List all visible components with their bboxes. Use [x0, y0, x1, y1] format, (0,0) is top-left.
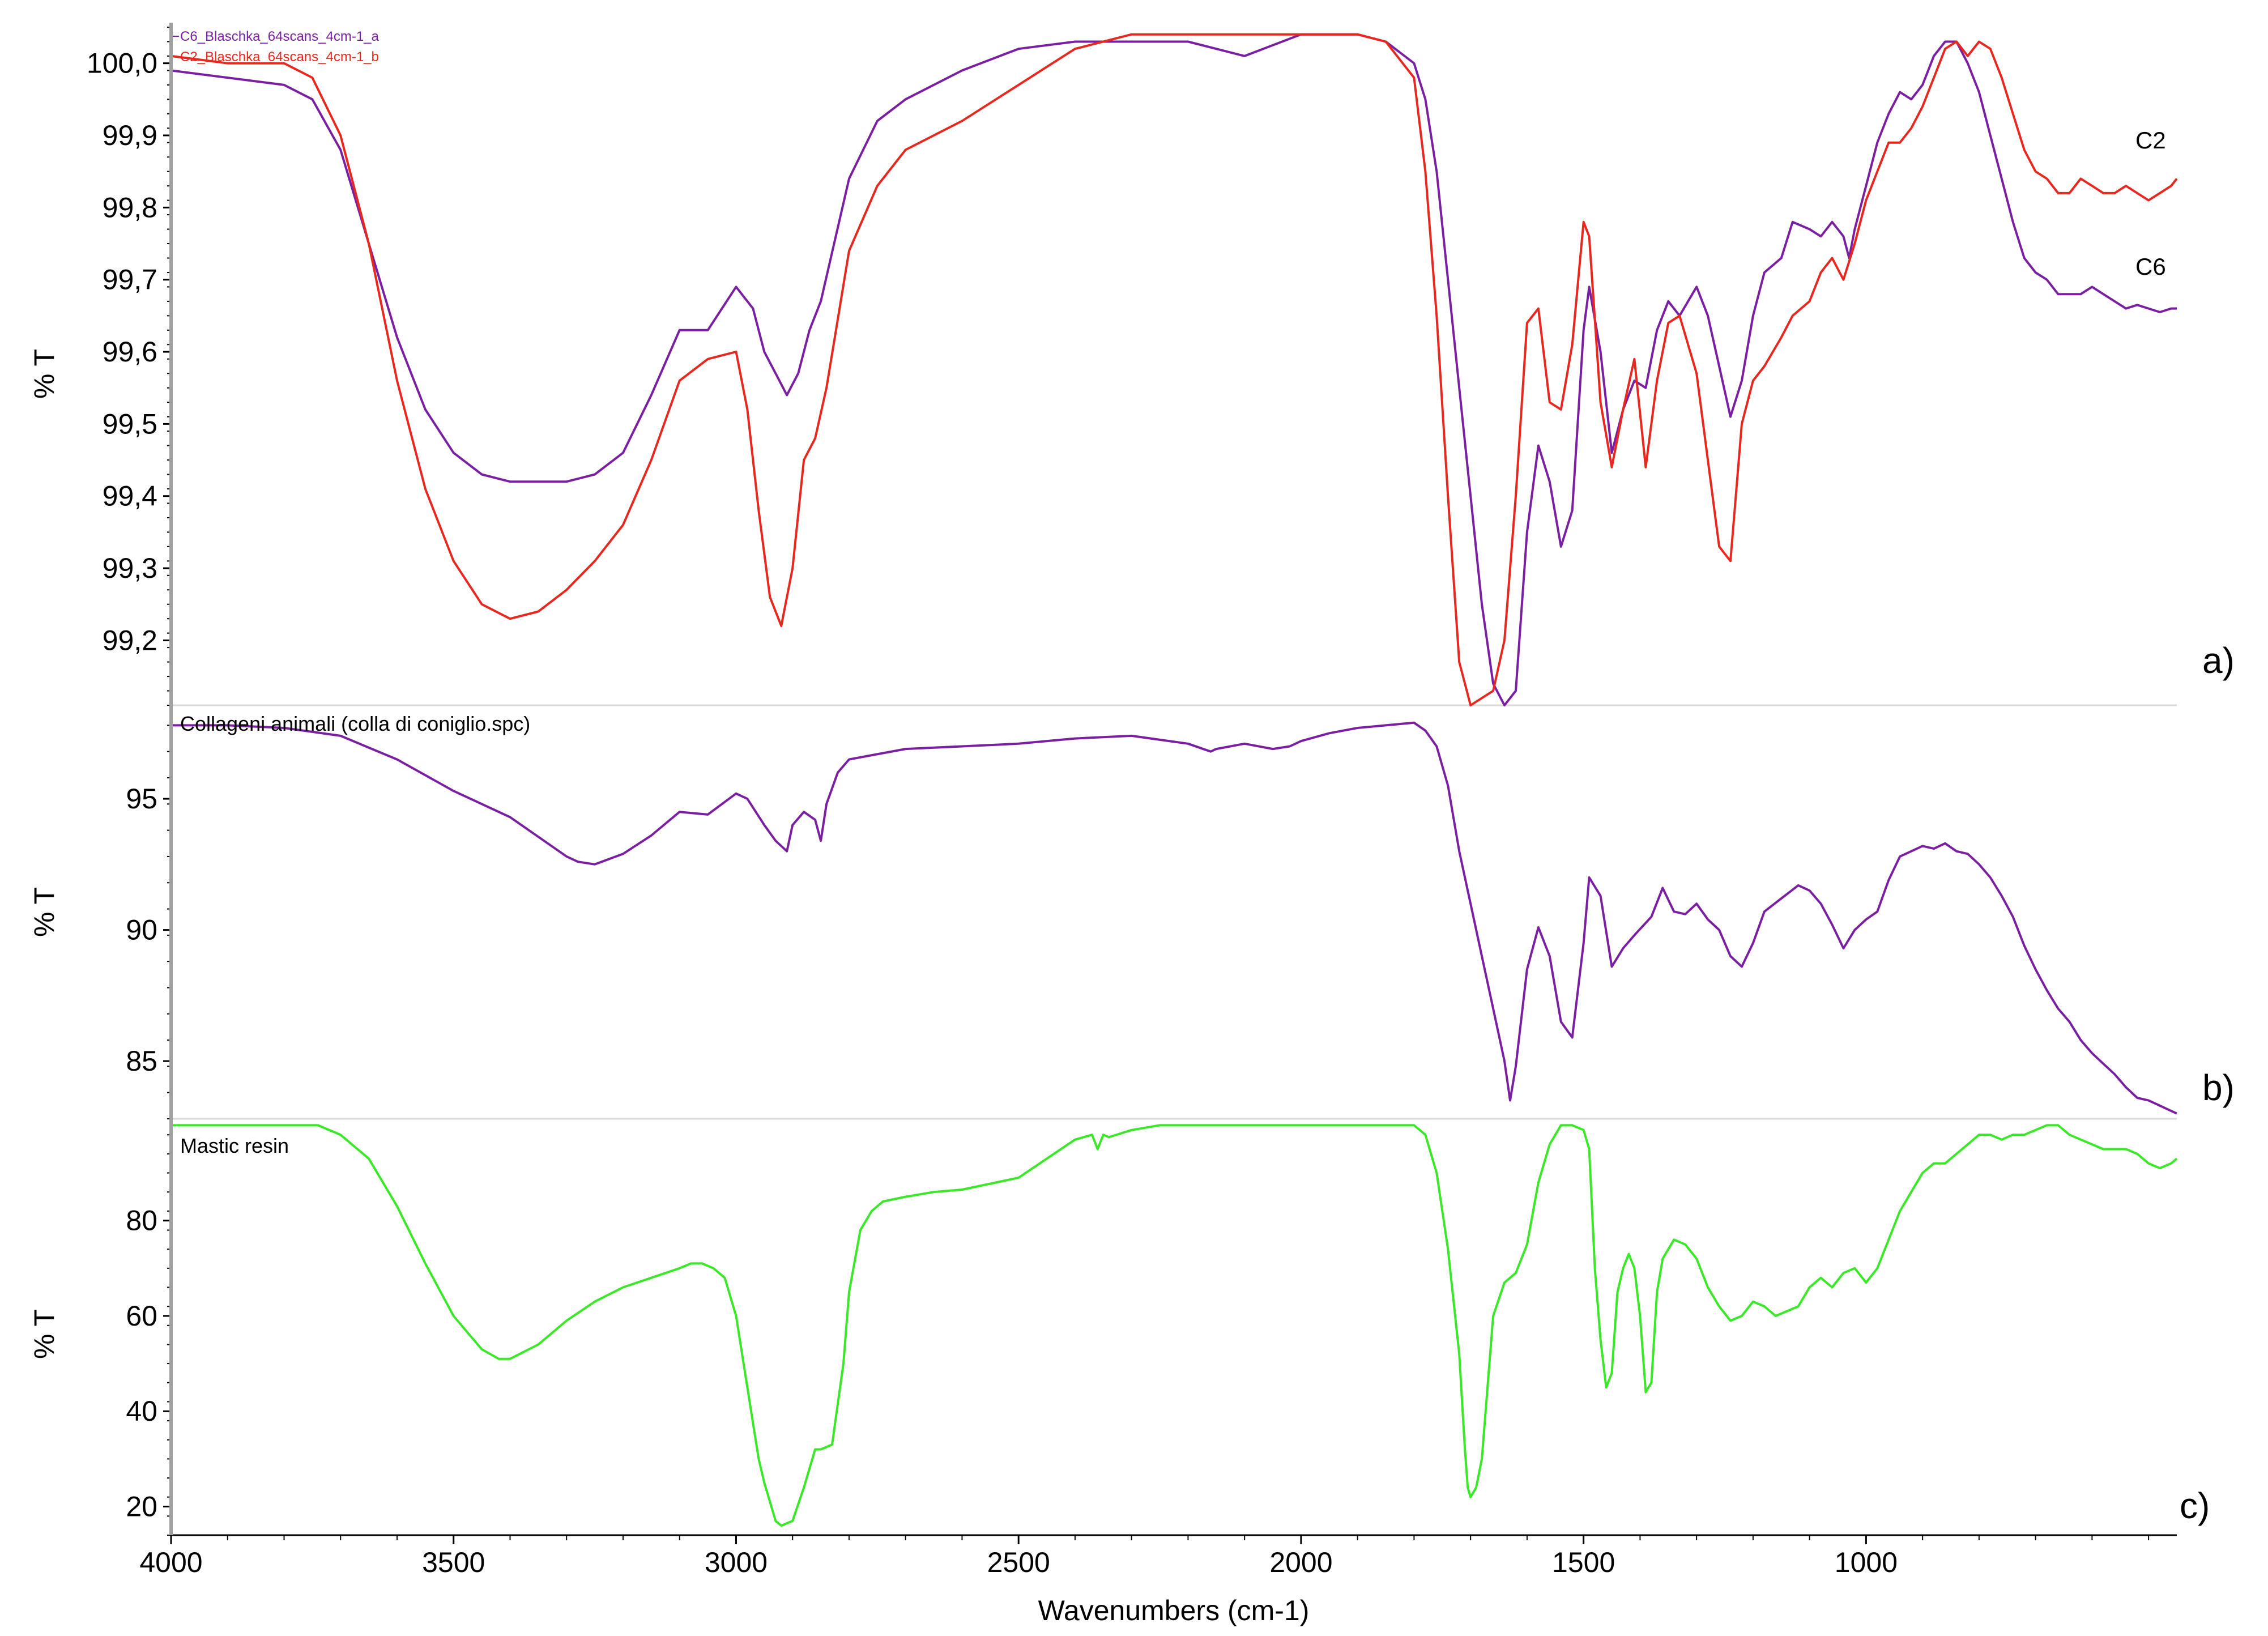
y-tick-label: 99,5: [103, 408, 157, 440]
legend-entry-c2: C2_Blaschka_64scans_4cm-1_b: [180, 49, 379, 65]
y-tick-label: 99,7: [103, 264, 157, 296]
y-tick-label: 80: [126, 1205, 157, 1237]
y-tick-label: 99,9: [103, 120, 157, 151]
panel-title-b: Collageni animali (colla di coniglio.spc…: [180, 712, 530, 735]
y-tick-label: 85: [126, 1045, 157, 1077]
panel-a: 99,2 99,3 99,4 99,5 99,6 99,7 99,8 99,9 100,0 a)…: [28, 27, 2235, 706]
y-tick-label: 99,4: [103, 480, 157, 512]
y-tick-label: 20: [126, 1491, 157, 1523]
x-tick-label: 1500: [1552, 1546, 1615, 1578]
series-line-c6: [170, 33, 2177, 706]
x-axis: 4000 3500 3000 2500 2000 1500 1000 Wavenumbers…: [139, 1534, 2177, 1626]
panel-tag-c: c): [2180, 1485, 2210, 1526]
panel-title-c: Mastic resin: [180, 1134, 289, 1157]
y-tick-label: 99,6: [103, 336, 157, 368]
series-label-c6: C6: [2135, 253, 2166, 280]
y-tick-label: 90: [126, 914, 157, 946]
x-tick-label: 3000: [705, 1546, 768, 1578]
x-tick-label: 3500: [422, 1546, 485, 1578]
x-tick-label: 4000: [139, 1546, 202, 1578]
ylabel-c: % T: [28, 1309, 60, 1359]
series-line-panel2: [171, 721, 2177, 1115]
series-line-c2: [170, 33, 2178, 706]
y-tick-label: 99,2: [103, 624, 157, 656]
y-tick-label: 95: [126, 783, 157, 815]
y-tick-label: 100,0: [87, 48, 157, 79]
x-tick-label: 1000: [1835, 1546, 1898, 1578]
panel-tag-b: b): [2202, 1067, 2235, 1108]
y-tick-label: 99,8: [103, 191, 157, 223]
ylabel-b: % T: [28, 887, 60, 937]
ylabel-a: % T: [28, 349, 60, 399]
series-line-panel3: [171, 1124, 2178, 1527]
y-tick-label: 40: [126, 1395, 157, 1427]
legend-entry-c6: C6_Blaschka_64scans_4cm-1_a: [180, 29, 380, 44]
y-tick-label: 99,3: [103, 552, 157, 584]
panel-tag-a: a): [2202, 640, 2235, 681]
y-tick-label: 60: [126, 1300, 157, 1332]
x-tick-label: 2000: [1269, 1546, 1332, 1578]
panel-b: 85 90 95 Collageni animali (colla di conig…: [28, 712, 2235, 1120]
series-label-c2: C2: [2135, 127, 2166, 154]
x-axis-label: Wavenumbers (cm-1): [1038, 1595, 1310, 1626]
x-tick-label: 2500: [987, 1546, 1050, 1578]
